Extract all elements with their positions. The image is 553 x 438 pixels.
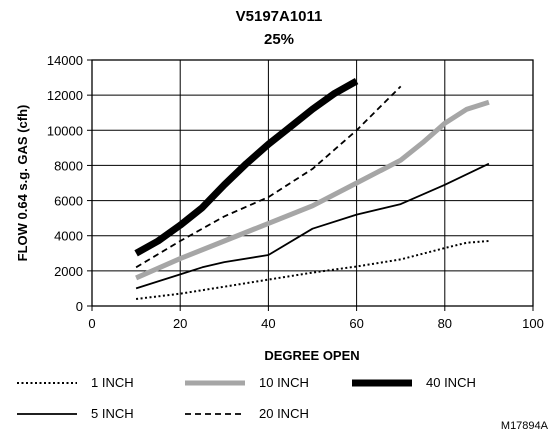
series-line-1-inch xyxy=(135,240,489,300)
y-tick-label-14000: 14000 xyxy=(47,53,83,68)
plot-frame xyxy=(91,59,534,307)
series-line-5-inch xyxy=(135,162,490,290)
axes xyxy=(87,59,534,311)
y-tick-label-10000: 10000 xyxy=(47,123,83,138)
y-tick-label-12000: 12000 xyxy=(47,88,83,103)
chart-title: V5197A1011 xyxy=(236,8,323,25)
legend-label-1-inch: 1 INCH xyxy=(91,375,134,390)
x-tick-label-40: 40 xyxy=(261,316,275,331)
x-axis-label: DEGREE OPEN xyxy=(264,348,359,363)
y-tick-label-4000: 4000 xyxy=(54,229,83,244)
x-tick-label-0: 0 xyxy=(88,316,95,331)
x-tick-label-20: 20 xyxy=(173,316,187,331)
legend-label-10-inch: 10 INCH xyxy=(259,375,309,390)
legend-label-20-inch: 20 INCH xyxy=(259,406,309,421)
x-tick-label-80: 80 xyxy=(438,316,452,331)
y-tick-label-6000: 6000 xyxy=(54,194,83,209)
x-tick-label-60: 60 xyxy=(349,316,363,331)
series-line-20-inch xyxy=(135,85,402,269)
y-tick-label-2000: 2000 xyxy=(54,264,83,279)
series-lines xyxy=(134,78,490,300)
y-axis-label: FLOW 0.64 s.g. GAS (cfh) xyxy=(15,105,30,262)
figure-id: M17894A xyxy=(501,420,549,432)
y-tick-label-8000: 8000 xyxy=(54,158,83,173)
series-line-40-inch xyxy=(134,78,359,257)
chart-subtitle: 25% xyxy=(264,31,294,48)
y-tick-label-0: 0 xyxy=(76,299,83,314)
x-tick-label-100: 100 xyxy=(522,316,544,331)
series-line-10-inch xyxy=(135,99,490,281)
legend-label-40-inch: 40 INCH xyxy=(426,375,476,390)
legend-label-5-inch: 5 INCH xyxy=(91,406,134,421)
legend: 1 INCH 5 INCH 10 INCH 20 INCH 40 INCH xyxy=(17,375,476,421)
tick-labels: 0 20 40 60 80 100 0 2000 4000 6000 8000 10000 12000 1… xyxy=(47,53,544,331)
